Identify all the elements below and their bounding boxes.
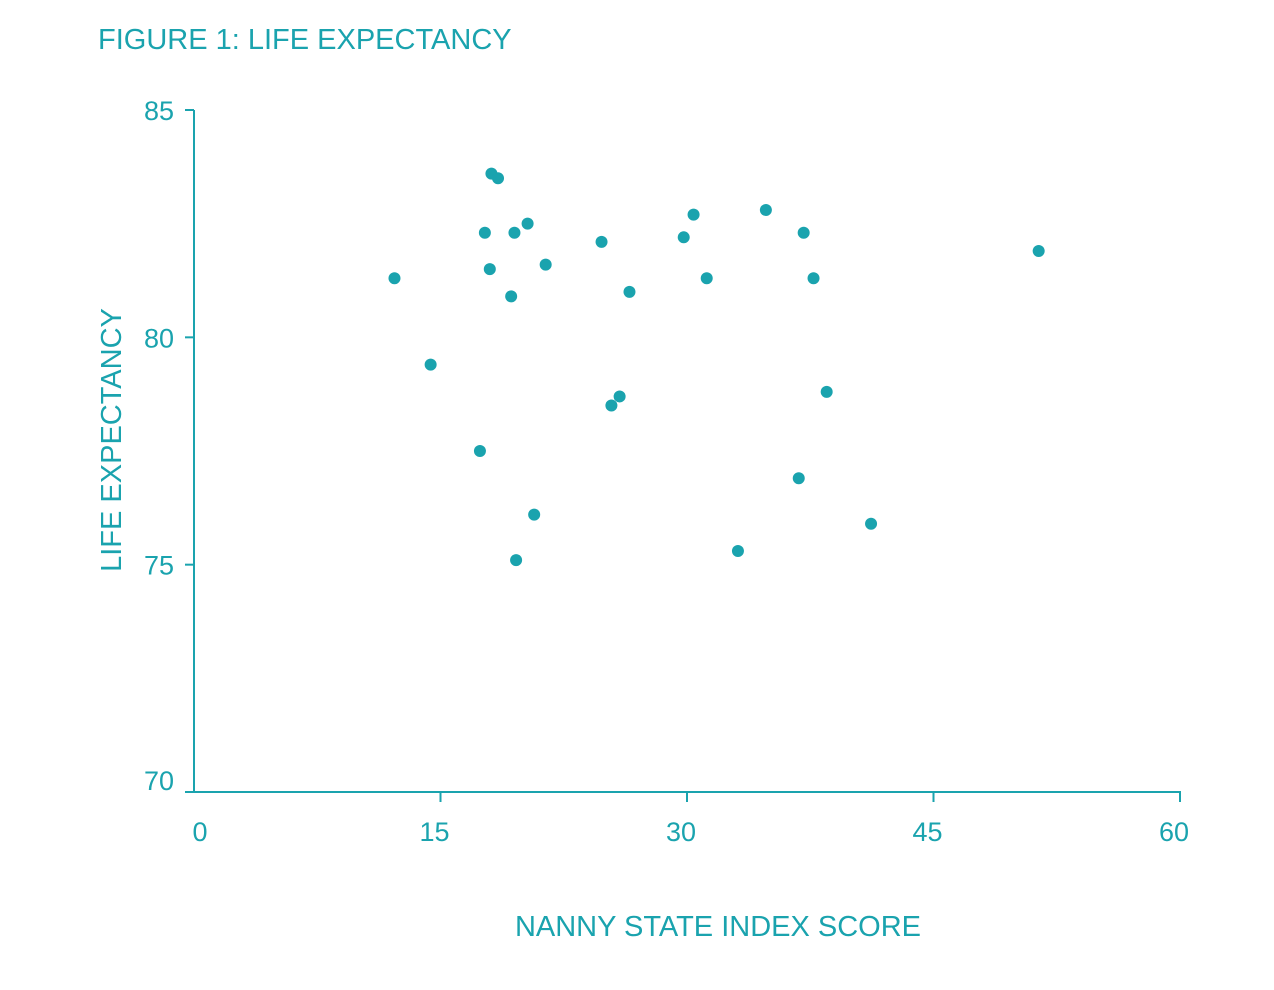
chart-title: FIGURE 1: LIFE EXPECTANCY — [98, 24, 512, 56]
y-tick-label: 85 — [144, 96, 174, 126]
data-point — [759, 204, 772, 217]
data-point — [508, 226, 521, 239]
data-point — [521, 217, 534, 230]
data-point — [700, 272, 713, 285]
x-tick-label: 60 — [1159, 817, 1189, 847]
data-point — [731, 545, 744, 558]
data-point — [595, 235, 608, 248]
x-tick-label: 0 — [192, 817, 207, 847]
data-point — [623, 285, 636, 298]
data-point — [677, 231, 690, 244]
x-tick-label: 15 — [419, 817, 449, 847]
x-tick-label: 30 — [666, 817, 696, 847]
y-tick-label: 70 — [144, 766, 174, 796]
data-point — [478, 226, 491, 239]
data-point — [613, 390, 626, 403]
y-tick-label: 80 — [144, 323, 174, 353]
data-point — [539, 258, 552, 271]
data-point — [510, 554, 523, 567]
x-tick-label: 45 — [912, 817, 942, 847]
data-point — [473, 445, 486, 457]
x-axis-label: NANNY STATE INDEX SCORE — [515, 911, 921, 943]
data-point — [505, 290, 518, 303]
data-point — [1032, 244, 1045, 257]
data-point — [605, 399, 618, 412]
data-point — [528, 508, 541, 521]
y-tick-label: 75 — [144, 551, 174, 581]
data-point — [797, 226, 810, 239]
data-point — [865, 517, 878, 530]
data-point — [820, 385, 833, 398]
data-point — [792, 472, 805, 485]
data-point — [687, 208, 700, 221]
data-point — [807, 272, 820, 285]
data-point — [492, 172, 505, 185]
y-axis-label: LIFE EXPECTANCY — [96, 308, 128, 572]
data-point — [388, 272, 401, 285]
data-point — [424, 358, 437, 371]
data-point — [483, 263, 496, 276]
